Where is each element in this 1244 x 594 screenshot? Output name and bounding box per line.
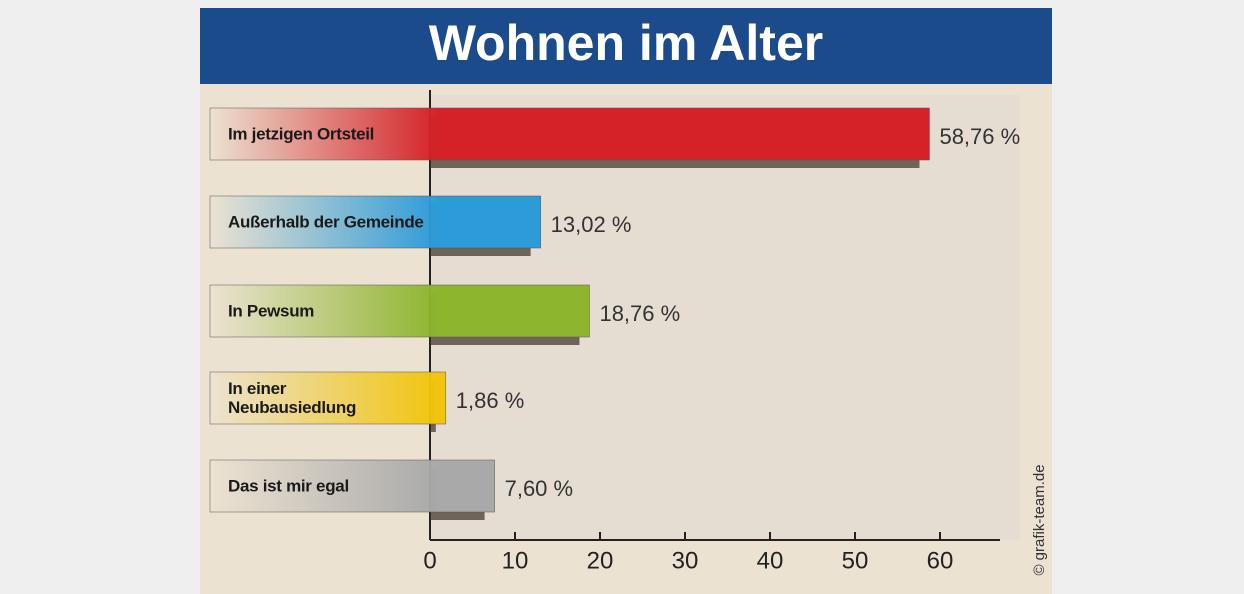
x-tick-label: 30 xyxy=(672,547,699,574)
category-label: In einer Neubausiedlung xyxy=(228,379,428,417)
category-label: Das ist mir egal xyxy=(228,477,428,496)
value-label: 1,86 % xyxy=(456,388,525,413)
x-tick-label: 20 xyxy=(587,547,614,574)
x-tick-label: 60 xyxy=(927,547,954,574)
value-label: 58,76 % xyxy=(939,124,1020,149)
credit: © grafik-team.de xyxy=(1031,464,1048,575)
value-label: 13,02 % xyxy=(551,212,632,237)
value-label: 7,60 % xyxy=(505,476,573,501)
category-label: Im jetzigen Ortsteil xyxy=(228,125,428,144)
x-tick-label: 50 xyxy=(842,547,869,574)
category-label: Außerhalb der Gemeinde xyxy=(228,213,428,232)
x-tick-label: 0 xyxy=(423,547,436,574)
value-label: 18,76 % xyxy=(599,301,680,326)
page: {"chart_data": {"type": "bar", "orientat… xyxy=(0,0,1244,594)
x-tick-label: 40 xyxy=(757,547,784,574)
x-tick-label: 10 xyxy=(502,547,529,574)
chart: Wohnen im Alter © grafik-team.de 0 10 20 30… xyxy=(0,0,1244,594)
chart-title: Wohnen im Alter xyxy=(429,15,823,71)
category-label: In Pewsum xyxy=(228,302,428,321)
